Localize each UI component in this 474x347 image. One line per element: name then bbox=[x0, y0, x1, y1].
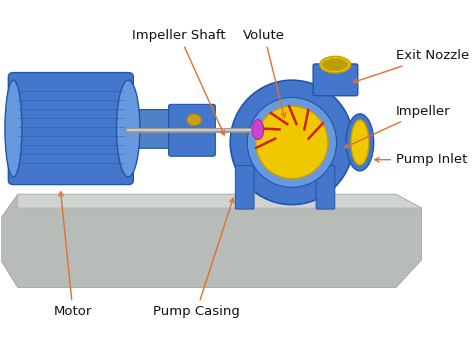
Text: Pump Inlet: Pump Inlet bbox=[375, 153, 467, 166]
Ellipse shape bbox=[247, 98, 337, 187]
FancyBboxPatch shape bbox=[169, 104, 215, 156]
Ellipse shape bbox=[117, 80, 140, 177]
FancyBboxPatch shape bbox=[9, 73, 133, 185]
FancyBboxPatch shape bbox=[313, 64, 358, 96]
FancyBboxPatch shape bbox=[316, 166, 335, 209]
Ellipse shape bbox=[322, 58, 348, 71]
Ellipse shape bbox=[230, 80, 354, 205]
FancyBboxPatch shape bbox=[235, 166, 254, 209]
Text: Motor: Motor bbox=[54, 192, 92, 318]
Ellipse shape bbox=[346, 114, 374, 171]
FancyBboxPatch shape bbox=[126, 110, 177, 148]
Polygon shape bbox=[18, 194, 421, 208]
Text: Pump Casing: Pump Casing bbox=[153, 198, 240, 318]
Ellipse shape bbox=[351, 120, 369, 165]
Ellipse shape bbox=[320, 56, 351, 73]
Circle shape bbox=[187, 114, 201, 126]
Polygon shape bbox=[0, 194, 421, 288]
Text: Exit Nozzle: Exit Nozzle bbox=[354, 50, 469, 83]
Text: Volute: Volute bbox=[243, 29, 285, 117]
Ellipse shape bbox=[252, 120, 264, 139]
Text: Impeller Shaft: Impeller Shaft bbox=[132, 29, 226, 135]
Ellipse shape bbox=[256, 106, 328, 179]
Ellipse shape bbox=[5, 80, 22, 177]
Text: Impeller: Impeller bbox=[345, 105, 451, 148]
